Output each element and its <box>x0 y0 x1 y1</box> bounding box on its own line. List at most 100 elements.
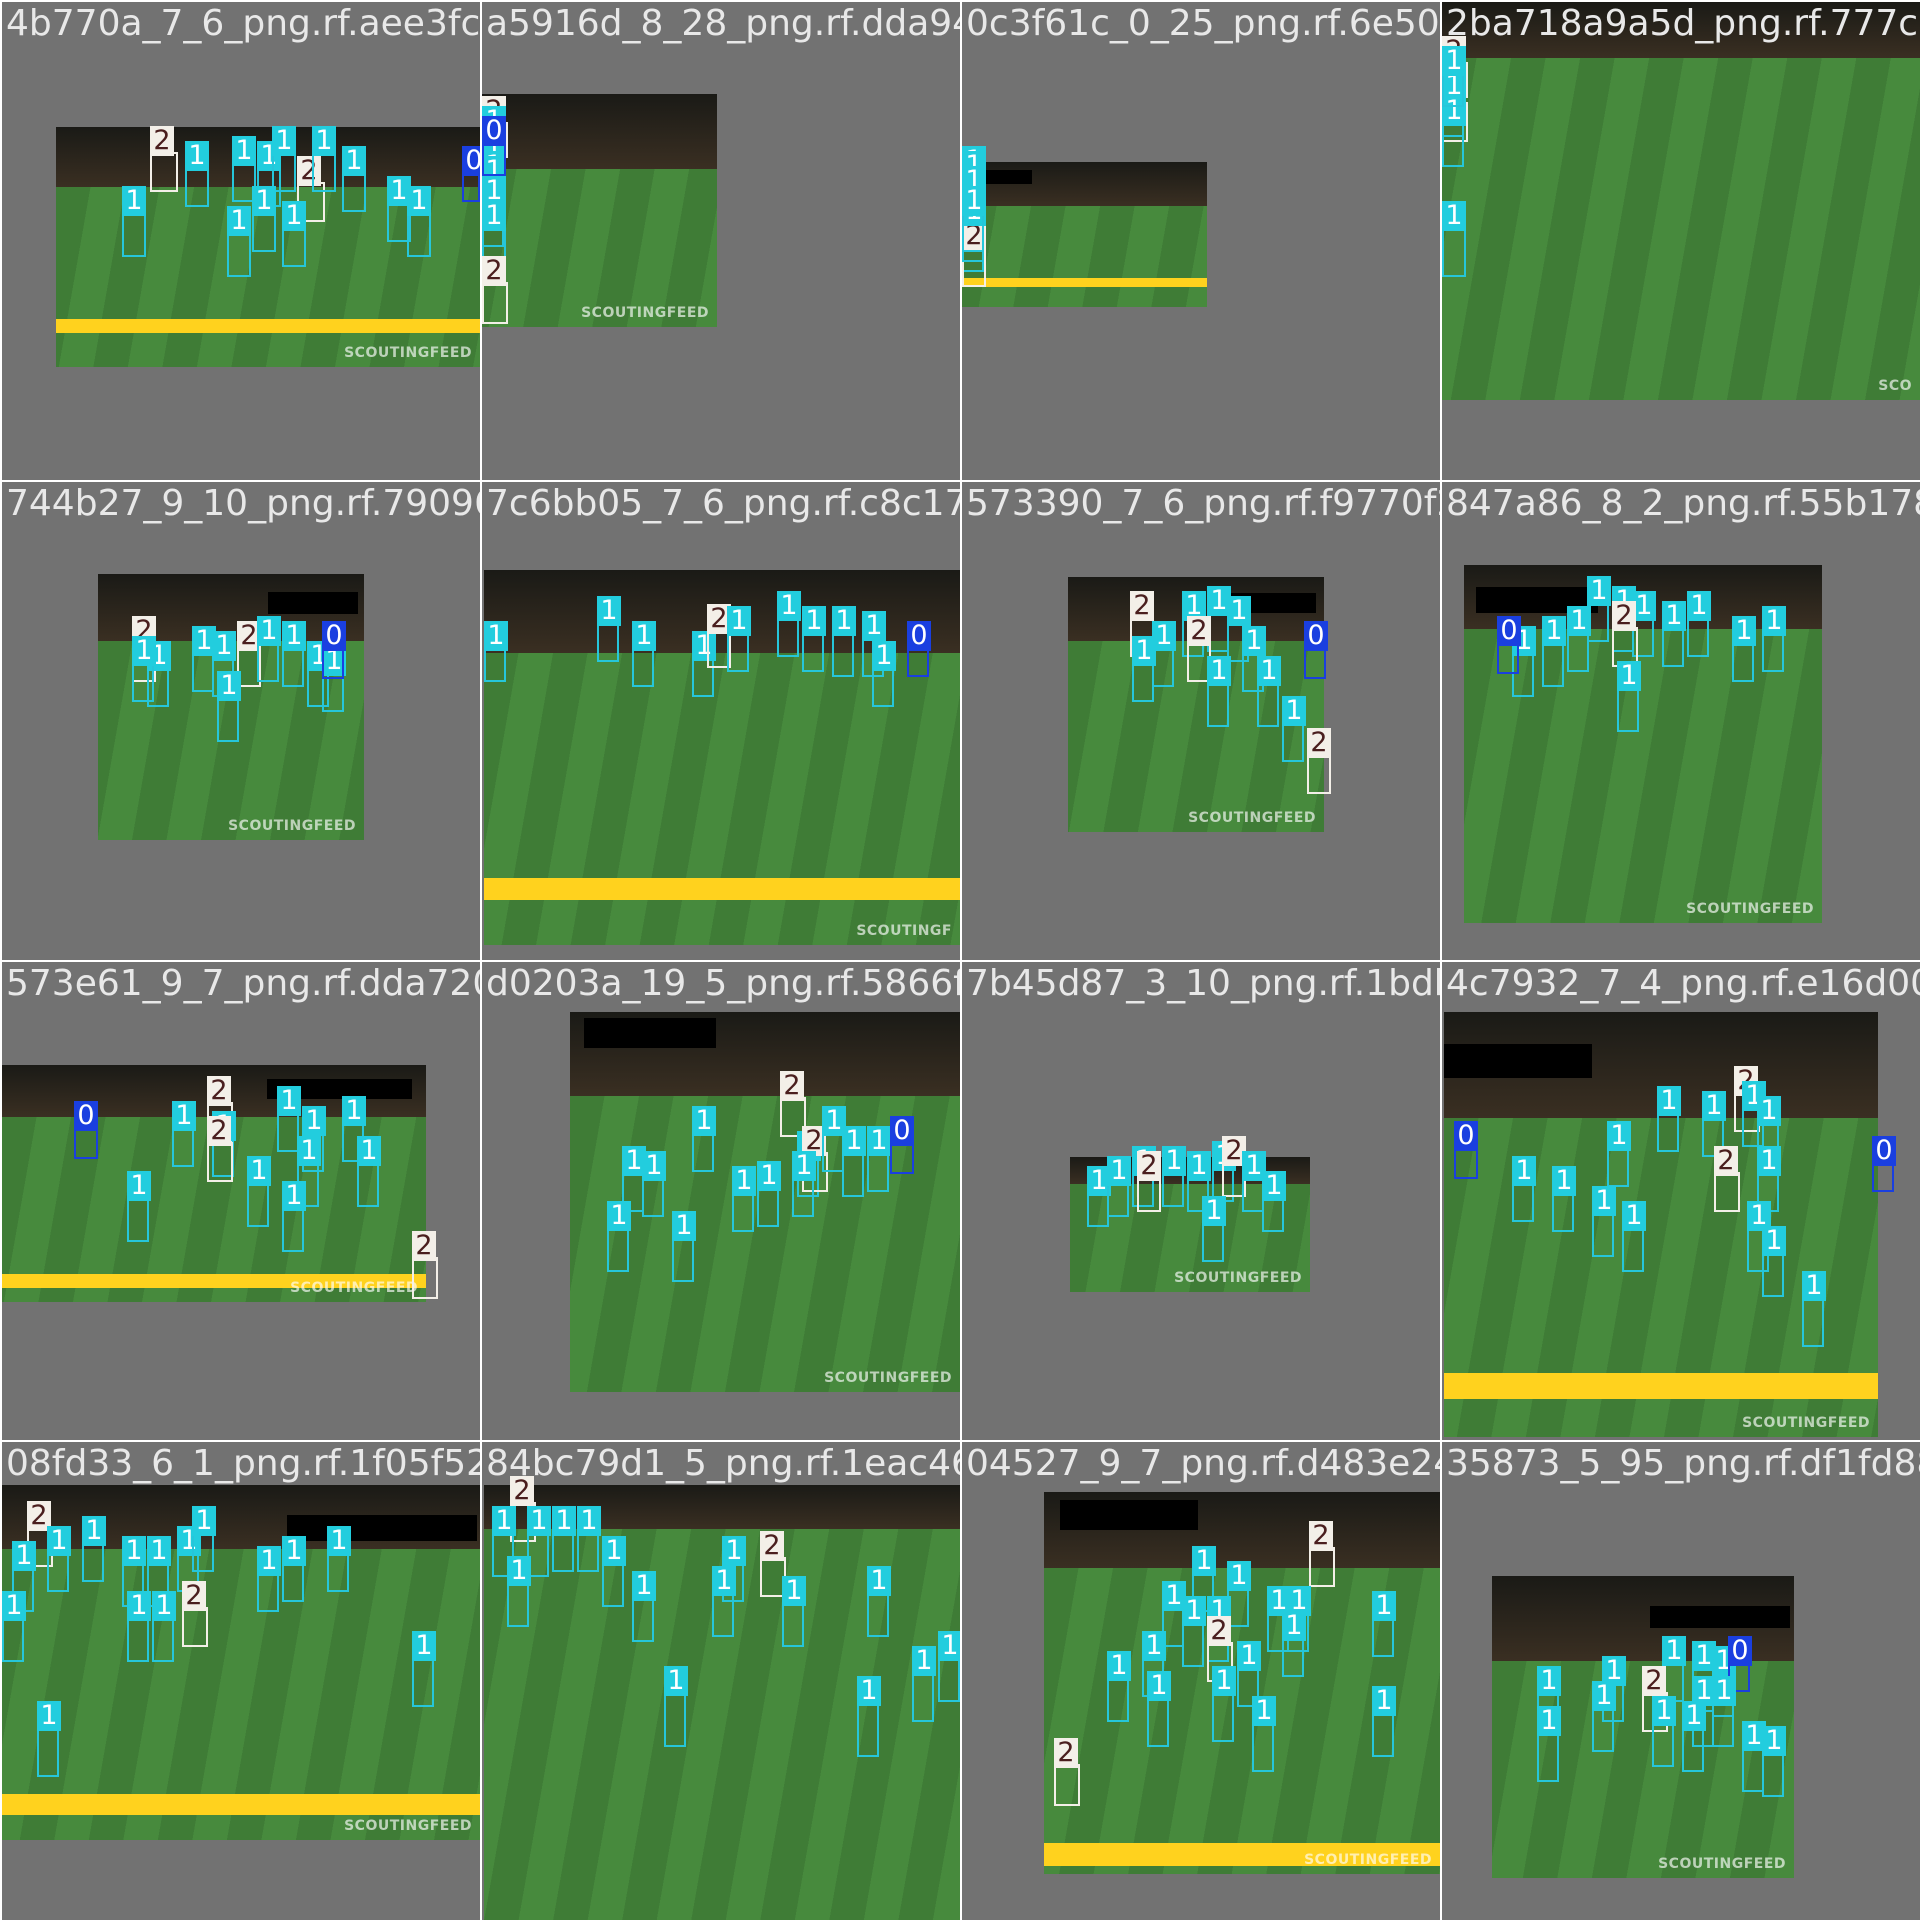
class-label: 1 <box>1757 1146 1781 1176</box>
class-label: 1 <box>1762 1726 1786 1756</box>
class-label: 1 <box>1187 1151 1211 1181</box>
detection-box-class-1: 1 <box>1657 1086 1681 1152</box>
detection-box-class-2: 2 <box>1054 1738 1080 1806</box>
class-label: 2 <box>412 1231 436 1261</box>
detection-box-class-1: 1 <box>842 1126 866 1197</box>
frame-cell: SCOUTINGFEED 2 1 1 1 2 1 1 1 1 1 0 1 744b27_9_10_png.… <box>2 482 480 960</box>
detection-box-class-1: 1 <box>122 186 146 257</box>
detection-box-class-1: 1 <box>1182 1596 1206 1667</box>
class-label: 1 <box>1147 1671 1171 1701</box>
class-label: 1 <box>597 596 621 626</box>
detection-box-class-2: 2 <box>182 1581 208 1647</box>
class-label: 1 <box>232 136 256 166</box>
class-label: 1 <box>642 1151 666 1181</box>
detection-box-class-1: 1 <box>1147 1671 1171 1747</box>
advertising-board <box>484 877 960 900</box>
class-label: 1 <box>1622 1201 1646 1231</box>
detection-box-class-0: 0 <box>1872 1136 1896 1192</box>
frame-filename: 7c6bb05_7_6_png.rf.c8c17f34 <box>486 483 960 524</box>
class-label: 1 <box>1282 696 1306 726</box>
class-label: 1 <box>282 621 306 651</box>
detection-box-class-1: 1 <box>1282 696 1306 762</box>
detection-box-class-0: 0 <box>322 621 346 679</box>
detection-box-class-1: 1 <box>1107 1651 1131 1722</box>
pitch <box>1464 629 1822 923</box>
detection-box-class-1: 1 <box>1087 1166 1111 1227</box>
class-label: 1 <box>257 616 281 646</box>
class-label: 0 <box>482 116 506 146</box>
class-label: 1 <box>192 1506 216 1536</box>
class-label: 1 <box>227 206 251 236</box>
class-label: 1 <box>82 1516 106 1546</box>
class-label: 1 <box>1732 616 1756 646</box>
frame-cell: SCOUTINGFEED 2 1 1 1 1 2 1 1 1 1 0 1 2 573390_7_6_png.… <box>962 482 1440 960</box>
detection-box-class-2: 2 <box>482 256 508 324</box>
class-label: 1 <box>842 1126 866 1156</box>
frame-image: SCOUTINGFEED <box>570 1012 960 1392</box>
detection-box-class-1: 1 <box>127 1171 151 1242</box>
detection-box-class-1: 1 <box>252 186 276 252</box>
class-label: 1 <box>832 606 856 636</box>
detection-box-class-1: 1 <box>1212 1666 1236 1742</box>
detection-box-class-1: 1 <box>1372 1686 1396 1757</box>
class-label: 2 <box>182 1581 206 1611</box>
detection-box-class-2: 2 <box>1714 1146 1740 1212</box>
class-label: 1 <box>1662 1636 1686 1666</box>
class-label: 2 <box>1130 591 1154 621</box>
class-label: 1 <box>712 1566 736 1596</box>
class-label: 2 <box>150 126 174 156</box>
class-label: 2 <box>27 1501 51 1531</box>
detection-box-class-1: 1 <box>1512 1156 1536 1222</box>
class-label: 1 <box>312 126 336 156</box>
class-label: 1 <box>507 1556 531 1586</box>
detection-box-class-1: 1 <box>1732 616 1756 682</box>
frame-filename: 744b27_9_10_png.rf.79096979 <box>6 483 480 524</box>
class-label: 1 <box>1282 1611 1306 1641</box>
detection-box-class-0: 0 <box>1728 1636 1752 1692</box>
pitch <box>2 1117 426 1302</box>
class-label: 1 <box>722 1536 746 1566</box>
detection-box-class-1: 1 <box>862 611 886 677</box>
class-label: 1 <box>122 1536 146 1566</box>
frame-cell: SCO1121111211112ba718a9a5d_png.rf.777c73 <box>1442 2 1920 480</box>
detection-box-class-1: 1 <box>832 606 856 677</box>
class-label: 1 <box>297 1136 321 1166</box>
detection-box-class-1: 1 <box>1187 1151 1211 1212</box>
frame-cell: SCOUTINGFEED111211121117b45d87_3_10_png.… <box>962 962 1440 1440</box>
detection-box-class-1: 1 <box>227 206 251 277</box>
class-label: 1 <box>407 186 431 216</box>
frame-cell: 11111111112110c3f61c_0_25_png.rf.6e5034f <box>962 2 1440 480</box>
class-label: 1 <box>127 1171 151 1201</box>
class-label: 1 <box>1657 1086 1681 1116</box>
class-label: 0 <box>1728 1636 1752 1666</box>
class-label: 2 <box>1054 1738 1078 1768</box>
class-label: 1 <box>1537 1666 1561 1696</box>
detection-box-class-1: 1 <box>642 1151 666 1217</box>
detection-box-class-1: 1 <box>2 1591 26 1662</box>
class-label: 1 <box>1152 621 1176 651</box>
class-label: 1 <box>147 1536 171 1566</box>
frame-image: SCO <box>1442 2 1920 400</box>
detection-box-class-1: 1 <box>757 1161 781 1227</box>
class-label: 0 <box>74 1101 98 1131</box>
watermark: SCOUTINGFEED <box>344 1818 472 1834</box>
detection-box-class-1: 1 <box>357 1136 381 1207</box>
detection-box-class-1: 1 <box>1552 1166 1576 1232</box>
class-label: 1 <box>282 1181 306 1211</box>
class-label: 1 <box>1107 1156 1131 1186</box>
class-label: 1 <box>1372 1591 1396 1621</box>
frame-filename: 84bc79d1_5_png.rf.1eac460 <box>486 1443 960 1484</box>
detection-box-class-1: 1 <box>277 1086 301 1152</box>
redaction-bar <box>267 1079 412 1099</box>
detection-box-class-0: 0 <box>890 1116 914 1174</box>
detection-box-class-1: 1 <box>1252 1696 1276 1772</box>
detection-box-class-1: 1 <box>407 186 431 257</box>
class-label: 1 <box>632 621 656 651</box>
detection-box-class-1: 1 <box>282 1536 306 1602</box>
class-label: 1 <box>607 1201 631 1231</box>
class-label: 1 <box>1237 1641 1261 1671</box>
class-label: 1 <box>127 1591 151 1621</box>
class-label: 1 <box>1567 606 1591 636</box>
class-label: 1 <box>757 1161 781 1191</box>
